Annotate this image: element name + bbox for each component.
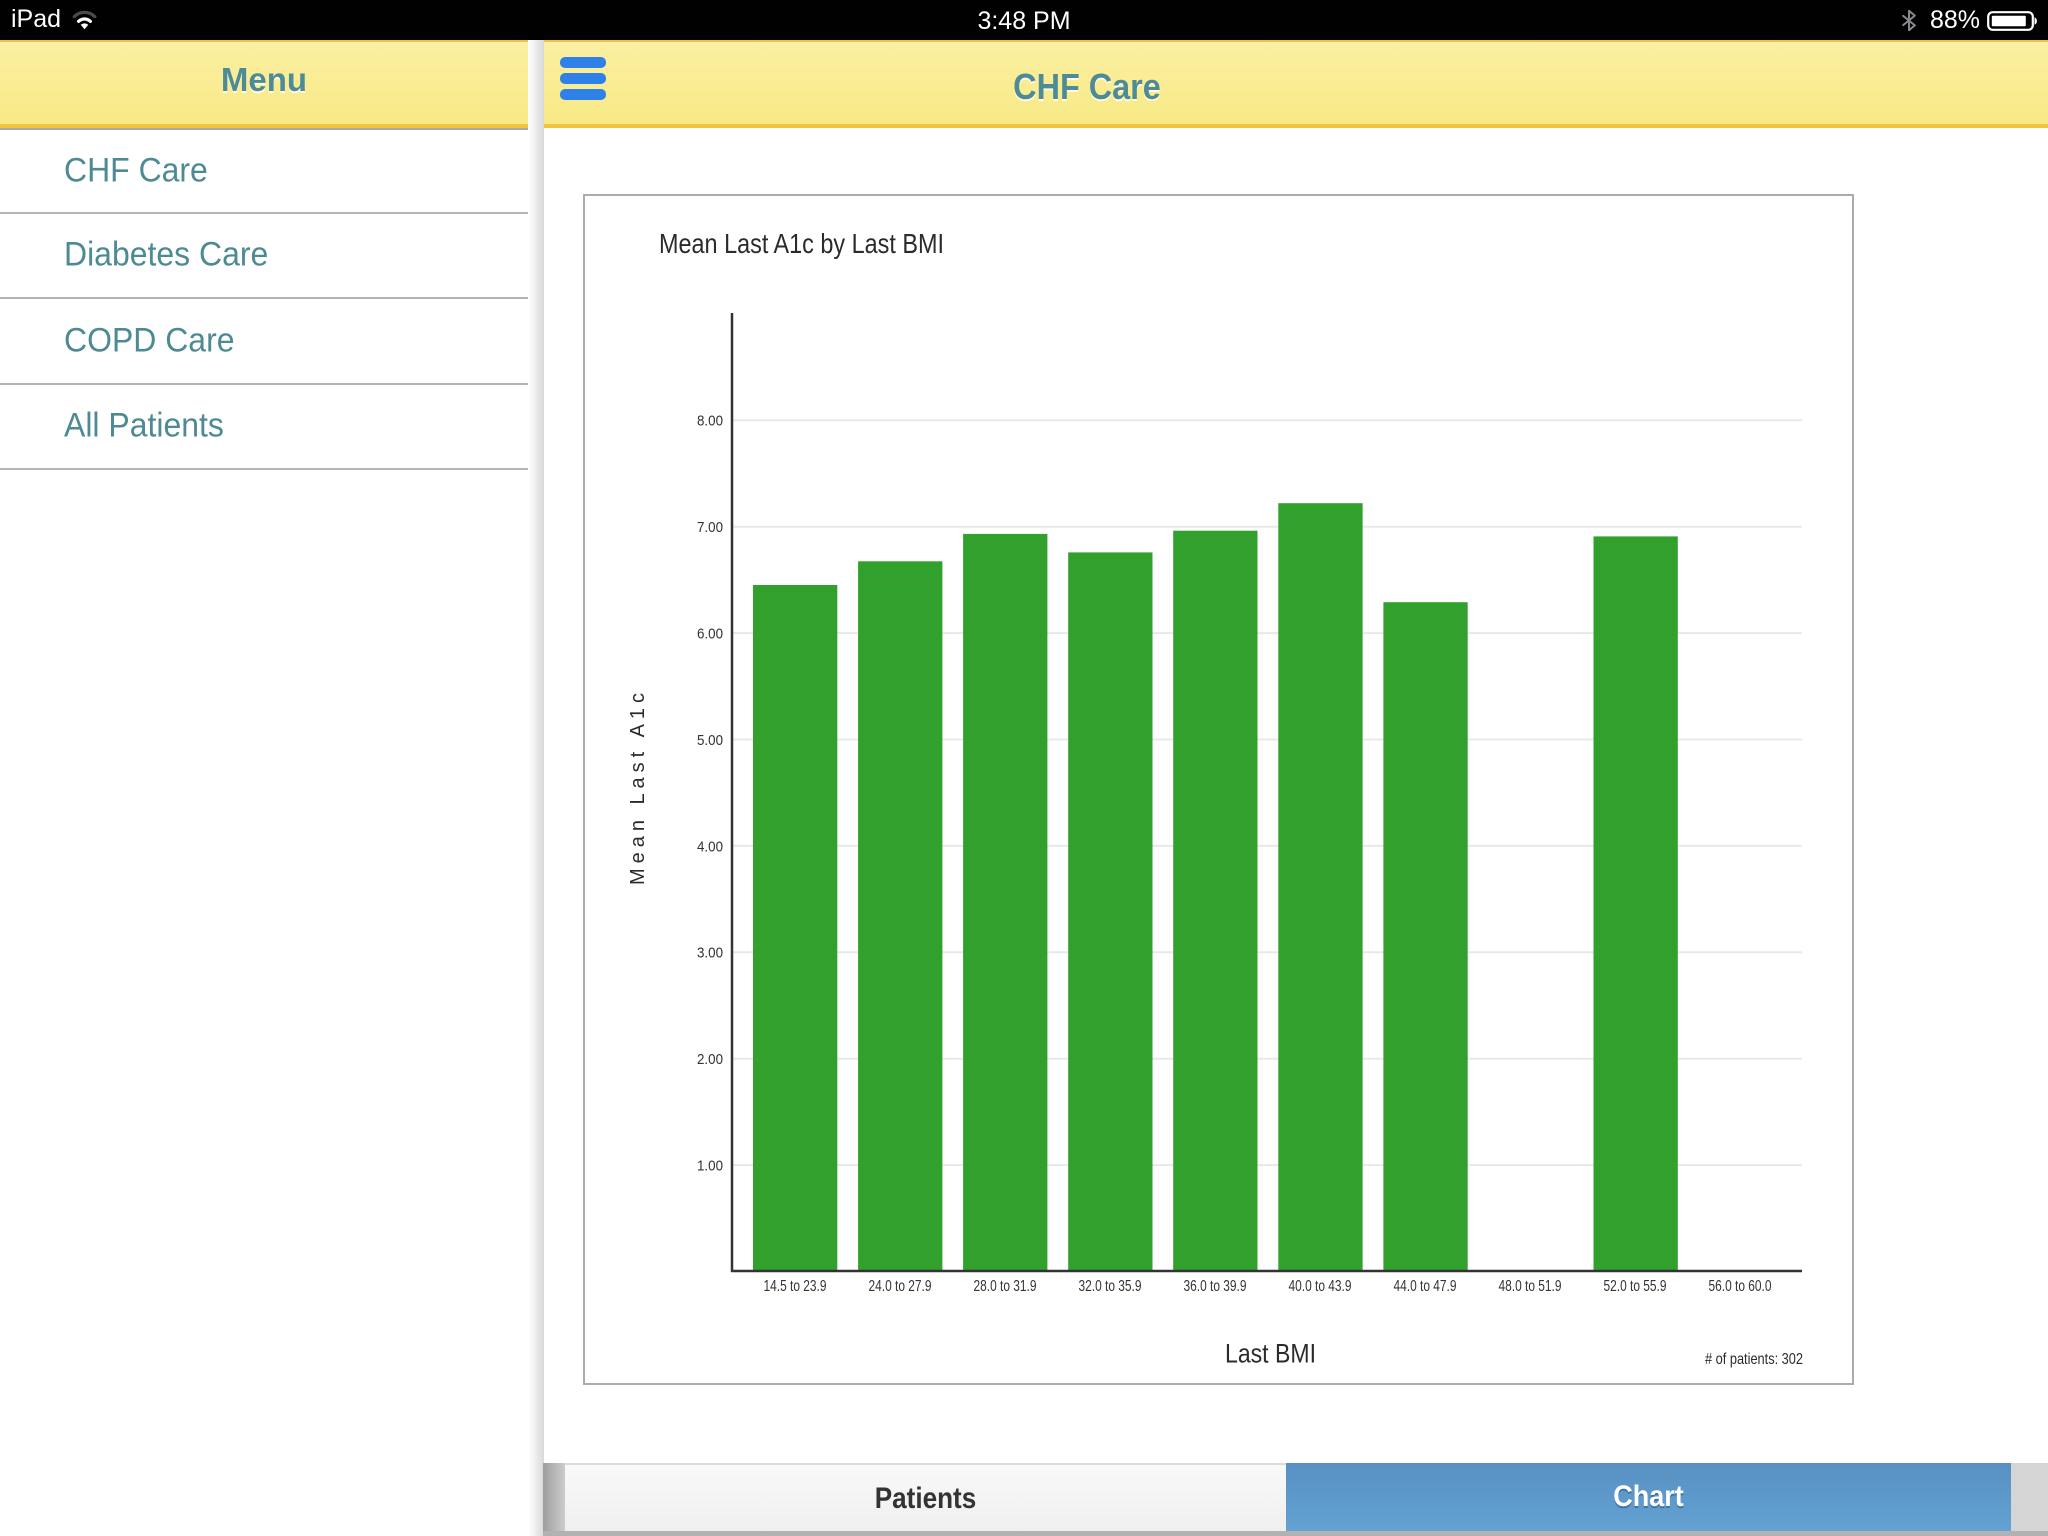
svg-text:24.0 to 27.9: 24.0 to 27.9 (869, 1278, 932, 1295)
svg-text:28.0 to 31.9: 28.0 to 31.9 (974, 1278, 1037, 1295)
svg-text:40.0 to 43.9: 40.0 to 43.9 (1289, 1278, 1352, 1295)
svg-text:48.0 to 51.9: 48.0 to 51.9 (1499, 1278, 1562, 1295)
svg-text:7.00: 7.00 (697, 519, 723, 536)
svg-text:4.00: 4.00 (697, 838, 723, 855)
svg-text:5.00: 5.00 (697, 732, 723, 749)
svg-text:44.0 to 47.9: 44.0 to 47.9 (1394, 1278, 1457, 1295)
svg-text:56.0 to 60.0: 56.0 to 60.0 (1709, 1278, 1772, 1295)
svg-text:52.0 to 55.9: 52.0 to 55.9 (1604, 1278, 1667, 1295)
svg-text:Mean Last A1c by Last BMI: Mean Last A1c by Last BMI (659, 228, 944, 259)
svg-text:8.00: 8.00 (697, 413, 723, 430)
svg-text:Last BMI: Last BMI (1225, 1339, 1316, 1369)
svg-text:32.0 to 35.9: 32.0 to 35.9 (1079, 1278, 1142, 1295)
svg-text:3.00: 3.00 (697, 945, 723, 962)
svg-text:# of patients: 302: # of patients: 302 (1705, 1351, 1803, 1368)
svg-text:6.00: 6.00 (697, 626, 723, 643)
svg-text:36.0 to 39.9: 36.0 to 39.9 (1184, 1278, 1247, 1295)
svg-text:14.5 to 23.9: 14.5 to 23.9 (764, 1278, 827, 1295)
svg-text:2.00: 2.00 (697, 1051, 723, 1068)
svg-text:1.00: 1.00 (697, 1158, 723, 1175)
